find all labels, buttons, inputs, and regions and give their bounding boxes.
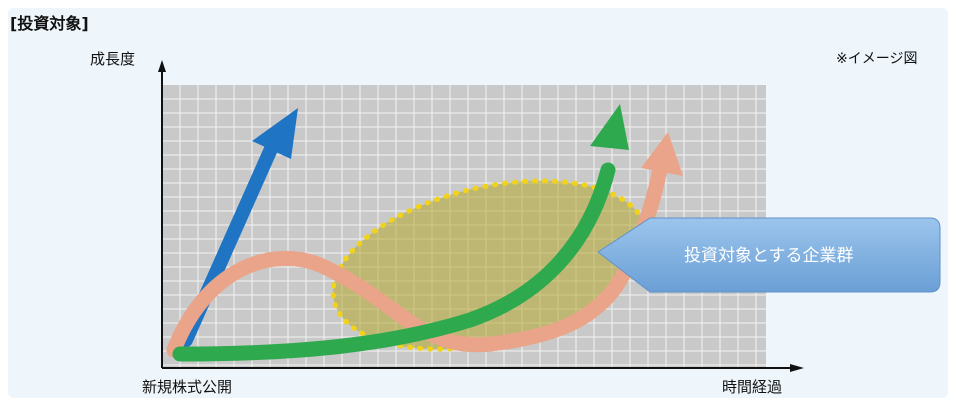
x-axis-start-label: 新規株式公開 xyxy=(142,378,233,396)
y-axis-label: 成長度 xyxy=(90,50,136,68)
salmon-growth-arrow xyxy=(166,132,683,358)
callout-label: 投資対象とする企業群 xyxy=(684,246,854,266)
x-axis-end-label: 時間経過 xyxy=(722,378,783,396)
target-callout xyxy=(597,217,941,293)
section-title: [投資対象] xyxy=(10,14,89,33)
green-growth-arrow xyxy=(172,104,629,362)
x-axis-arrowhead xyxy=(790,364,804,372)
y-axis-arrowhead xyxy=(158,60,166,72)
image-note: ※イメージ図 xyxy=(836,51,918,67)
